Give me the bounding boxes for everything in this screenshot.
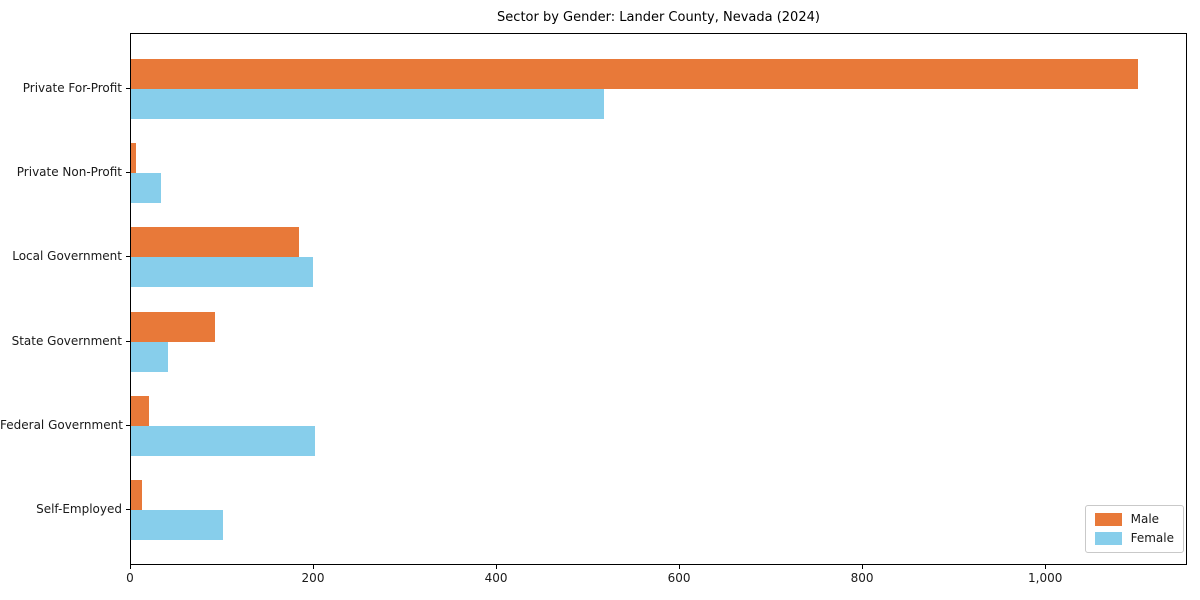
bar-female-state-government	[131, 341, 168, 372]
category-label-federal-government: Federal Government	[0, 417, 123, 432]
bar-female-private-for-profit	[131, 89, 605, 119]
x-tick-mark-0	[130, 565, 131, 569]
legend: Male Female	[1084, 505, 1184, 553]
plot-area	[130, 33, 1187, 565]
x-tick-label-200: 200	[301, 571, 325, 585]
bar-female-local-government	[131, 257, 314, 288]
x-tick-label-800: 800	[850, 571, 874, 585]
x-tick-mark-600	[679, 565, 681, 569]
male-color-swatch	[1094, 513, 1122, 526]
x-tick-mark-1000	[1045, 565, 1047, 569]
bar-male-federal-government	[131, 395, 150, 426]
legend-item-female: Female	[1094, 531, 1174, 545]
y-tick-mark-state-government	[126, 340, 130, 342]
category-label-state-government: State Government	[11, 333, 122, 348]
x-tick-mark-200	[313, 565, 314, 569]
y-tick-mark-federal-government	[126, 424, 130, 426]
x-tick-mark-400	[496, 565, 498, 569]
x-tick-mark-800	[862, 565, 864, 569]
bar-male-private-for-profit	[131, 59, 1138, 89]
chart-title: Sector by Gender: Lander County, Nevada …	[497, 10, 820, 25]
x-tick-label-0: 0	[126, 571, 134, 585]
legend-label-female: Female	[1130, 531, 1174, 545]
y-tick-mark-private-for-profit	[126, 88, 130, 89]
y-tick-mark-local-government	[126, 256, 130, 258]
category-label-local-government: Local Government	[12, 249, 122, 264]
bar-female-private-non-profit	[131, 173, 162, 204]
x-tick-label-400: 400	[484, 571, 508, 585]
y-tick-mark-private-non-profit	[126, 172, 130, 174]
bar-male-state-government	[131, 311, 216, 342]
category-label-self-employed: Self-Employed	[36, 502, 122, 516]
legend-label-male: Male	[1130, 512, 1160, 526]
bar-female-federal-government	[131, 425, 315, 456]
x-tick-label-600: 600	[667, 571, 691, 585]
category-label-private-non-profit: Private Non-Profit	[16, 165, 122, 180]
category-label-private-for-profit: Private For-Profit	[22, 81, 122, 95]
y-tick-mark-self-employed	[126, 509, 130, 510]
bar-male-self-employed	[131, 480, 142, 510]
bar-male-local-government	[131, 227, 299, 258]
female-color-swatch	[1094, 532, 1122, 545]
x-tick-label-1000: 1,000	[1028, 571, 1063, 585]
bar-male-private-non-profit	[131, 143, 136, 174]
legend-item-male: Male	[1094, 512, 1174, 526]
bar-female-self-employed	[131, 510, 223, 540]
